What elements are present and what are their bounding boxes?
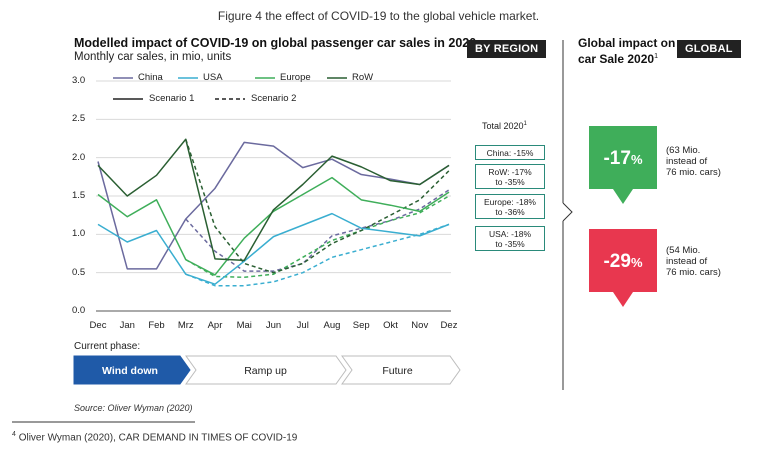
phase-chevron-3 (341, 355, 461, 385)
figure-caption: Figure 4 the effect of COVID-19 to the g… (217, 9, 540, 23)
x-tick-label: Jul (296, 320, 309, 331)
grid-lines (96, 80, 451, 312)
region-total-europe-text2: to -36% (495, 206, 525, 217)
global-impact-note-2-line2: instead of (666, 256, 708, 267)
y-tick-label: 3.0 (72, 75, 86, 86)
current-phase-label: Current phase: (74, 341, 141, 352)
region-total-europe-text1: Europe: -18% (484, 196, 536, 207)
phase-chevron-1 (73, 355, 191, 385)
global-tag: GLOBAL (677, 40, 741, 58)
global-impact-arrow-1 (589, 126, 657, 204)
global-impact-value-2-number: -29 (603, 251, 631, 272)
legend-label-china: China (138, 72, 163, 83)
y-tick-label: 0.0 (72, 305, 86, 316)
global-impact-arrow-2 (589, 229, 657, 307)
global-impact-note-1-line3: 76 mio. cars) (666, 167, 721, 178)
x-tick-label: Okt (383, 320, 398, 331)
phase-chevrons (73, 355, 461, 385)
global-impact-title-line1: Global impact on (578, 36, 676, 50)
x-tick-label: Mai (236, 320, 252, 331)
y-tick-label: 2.5 (72, 113, 86, 125)
x-tick-label: Aug (323, 320, 341, 331)
x-tick-label: Nov (411, 320, 429, 331)
panel-divider-chevron (562, 202, 573, 222)
chart-legend (113, 77, 347, 100)
global-impact-note-1-line1: (63 Mio. (666, 145, 701, 156)
footnote: 4 Oliver Wyman (2020), CAR DEMAND IN TIM… (12, 431, 297, 443)
global-impact-note-1-line2: instead of (666, 156, 708, 167)
series-line-row-scenario-2 (185, 139, 450, 274)
region-totals-header-sup: 1 (523, 121, 527, 127)
x-tick-label: Dez (440, 320, 458, 331)
series-line-row-scenario-1 (97, 138, 450, 262)
x-tick-label: Sep (352, 320, 370, 331)
legend-label-europe: Europe (280, 72, 311, 83)
global-impact-value-2: -29% (591, 251, 655, 273)
series-line-china-scenario-1 (97, 141, 450, 270)
global-impact-value-1-number: -17 (603, 148, 631, 169)
global-impact-value-2-unit: % (630, 255, 643, 270)
series-line-china-scenario-2 (185, 189, 450, 272)
global-impact-note-2-line1: (54 Mio. (666, 245, 701, 256)
chart-title: Modelled impact of COVID-19 on global pa… (74, 36, 477, 50)
global-impact-value-1-unit: % (630, 152, 643, 167)
x-tick-label: Apr (207, 320, 223, 331)
y-tick-label: 1.5 (72, 190, 86, 201)
global-impact-arrows (589, 126, 657, 307)
x-tick-label: Jun (265, 320, 282, 331)
legend-label-row: RoW (352, 72, 374, 83)
region-total-row-text1: RoW: -17% (488, 166, 532, 177)
chart-decor (12, 40, 573, 423)
global-impact-note-1: (63 Mio. instead of 76 mio. cars) (666, 145, 721, 178)
global-impact-title-line2: car Sale 2020 (578, 52, 655, 66)
legend-label-usa: USA (203, 72, 223, 83)
series-line-usa-scenario-1 (97, 212, 450, 285)
region-total-china-text: China: -15% (486, 147, 534, 158)
footnote-text: Oliver Wyman (2020), CAR DEMAND IN TIMES… (18, 432, 298, 444)
y-tick-label: 0.5 (72, 266, 86, 278)
series-lines (97, 138, 450, 287)
region-total-usa-text2: to -35% (495, 238, 525, 249)
region-totals-header: Total 20201 (482, 121, 527, 131)
region-total-europe: Europe: -18% to -36% (475, 194, 545, 219)
x-tick-label: Mrz (177, 320, 194, 331)
chart-subtitle: Monthly car sales, in mio, units (74, 51, 232, 63)
x-tick-label: Jan (119, 320, 135, 331)
footnote-sup: 4 (12, 431, 16, 438)
legend-label-scenario-1: Scenario 1 (149, 93, 195, 104)
legend-label-scenario-2: Scenario 2 (251, 93, 297, 104)
region-total-usa-text1: USA: -18% (488, 228, 532, 239)
global-impact-value-1: -17% (591, 148, 655, 170)
series-line-europe-scenario-2 (185, 195, 450, 279)
series-line-europe-scenario-1 (97, 176, 450, 276)
global-impact-title: Global impact on car Sale 20201 (578, 36, 675, 66)
region-total-china: China: -15% (475, 145, 545, 160)
global-impact-note-2-line3: 76 mio. cars) (666, 267, 721, 278)
global-impact-note-2: (54 Mio. instead of 76 mio. cars) (666, 245, 721, 278)
chart-source: Source: Oliver Wyman (2020) (74, 403, 193, 413)
x-tick-label: Feb (148, 320, 165, 331)
global-impact-title-sup: 1 (654, 53, 658, 60)
phase-chevron-2 (185, 355, 347, 385)
y-tick-label: 2.0 (72, 151, 86, 163)
phase-ramp-up-label: Ramp up (244, 365, 287, 377)
x-tick-label: Dec (89, 320, 107, 331)
region-total-row: RoW: -17% to -35% (475, 164, 545, 189)
y-tick-label: 1.0 (72, 228, 86, 240)
region-total-row-text2: to -35% (495, 176, 525, 187)
region-total-usa: USA: -18% to -35% (475, 226, 545, 251)
phase-future-label: Future (382, 365, 413, 377)
phase-wind-down-label: Wind down (102, 365, 158, 377)
by-region-tag: BY REGION (467, 40, 547, 58)
region-totals-header-text: Total 2020 (482, 121, 524, 131)
